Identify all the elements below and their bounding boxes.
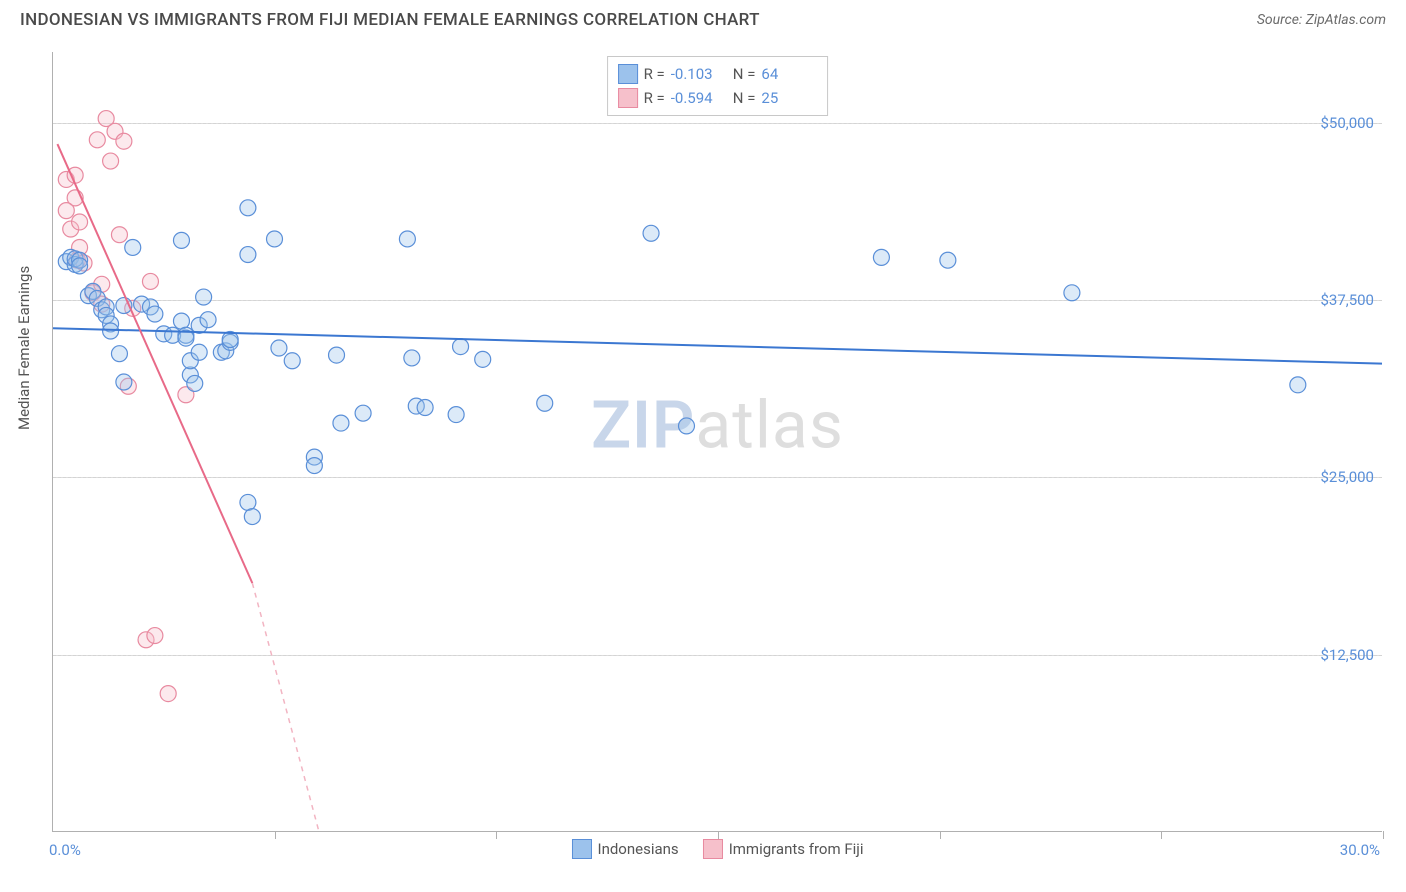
y-axis-label: Median Female Earnings (15, 266, 33, 430)
chart-title: INDONESIAN VS IMMIGRANTS FROM FIJI MEDIA… (20, 10, 760, 30)
x-tick-30: 30.0% (1340, 841, 1380, 859)
swatch-pink (618, 88, 638, 108)
legend-item-pink: Immigrants from Fiji (703, 839, 864, 859)
correlation-legend: R = -0.103 N = 64 R = -0.594 N = 25 (607, 56, 829, 116)
x-tick-0: 0.0% (49, 841, 81, 859)
plot-area: $12,500$25,000$37,500$50,000 ZIPatlas R … (52, 52, 1382, 832)
legend-row-pink: R = -0.594 N = 25 (618, 86, 818, 110)
scatter-svg (53, 52, 1382, 831)
swatch-blue (618, 64, 638, 84)
swatch-pink-icon (703, 839, 723, 859)
swatch-blue-icon (571, 839, 591, 859)
legend-item-blue: Indonesians (571, 839, 678, 859)
legend-row-blue: R = -0.103 N = 64 (618, 62, 818, 86)
series-legend: Indonesians Immigrants from Fiji (571, 839, 863, 859)
source-credit: Source: ZipAtlas.com (1257, 12, 1386, 28)
